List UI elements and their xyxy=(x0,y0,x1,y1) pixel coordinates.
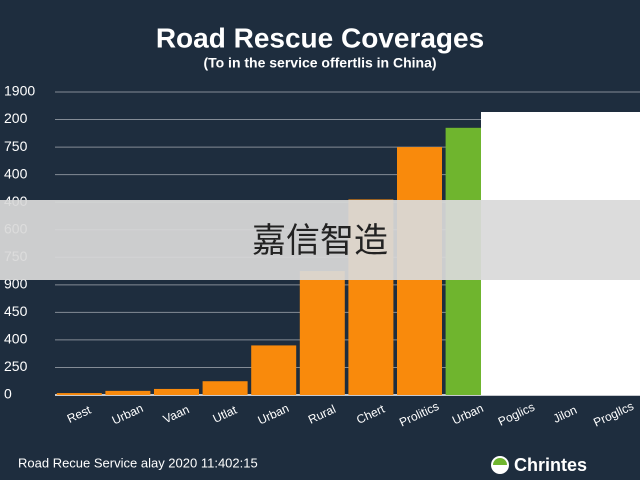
footer: Road Recue Service alay 2020 11:402:15 xyxy=(18,455,258,470)
watermark: 嘉信智造 xyxy=(252,222,388,260)
y-tick-label: 400 xyxy=(4,165,28,181)
bar xyxy=(56,393,102,395)
chart-title: Road Rescue Coverages xyxy=(156,22,484,53)
chart-subtitle: (To in the service offertlis in China) xyxy=(203,55,436,71)
bar xyxy=(299,271,345,395)
y-tick-label: 1900 xyxy=(4,83,35,99)
logo: Chrintes xyxy=(514,455,587,475)
bar xyxy=(202,381,248,395)
logo-icon-part xyxy=(493,458,507,465)
y-tick-label: 750 xyxy=(4,138,28,154)
watermark-band xyxy=(0,200,640,280)
bar xyxy=(251,345,297,395)
y-tick-label: 250 xyxy=(4,358,28,374)
bar xyxy=(105,390,151,395)
y-tick-label: 0 xyxy=(4,386,12,402)
y-tick-label: 200 xyxy=(4,110,28,126)
y-tick-label: 400 xyxy=(4,331,28,347)
y-tick-label: 450 xyxy=(4,303,28,319)
bar xyxy=(154,388,199,395)
